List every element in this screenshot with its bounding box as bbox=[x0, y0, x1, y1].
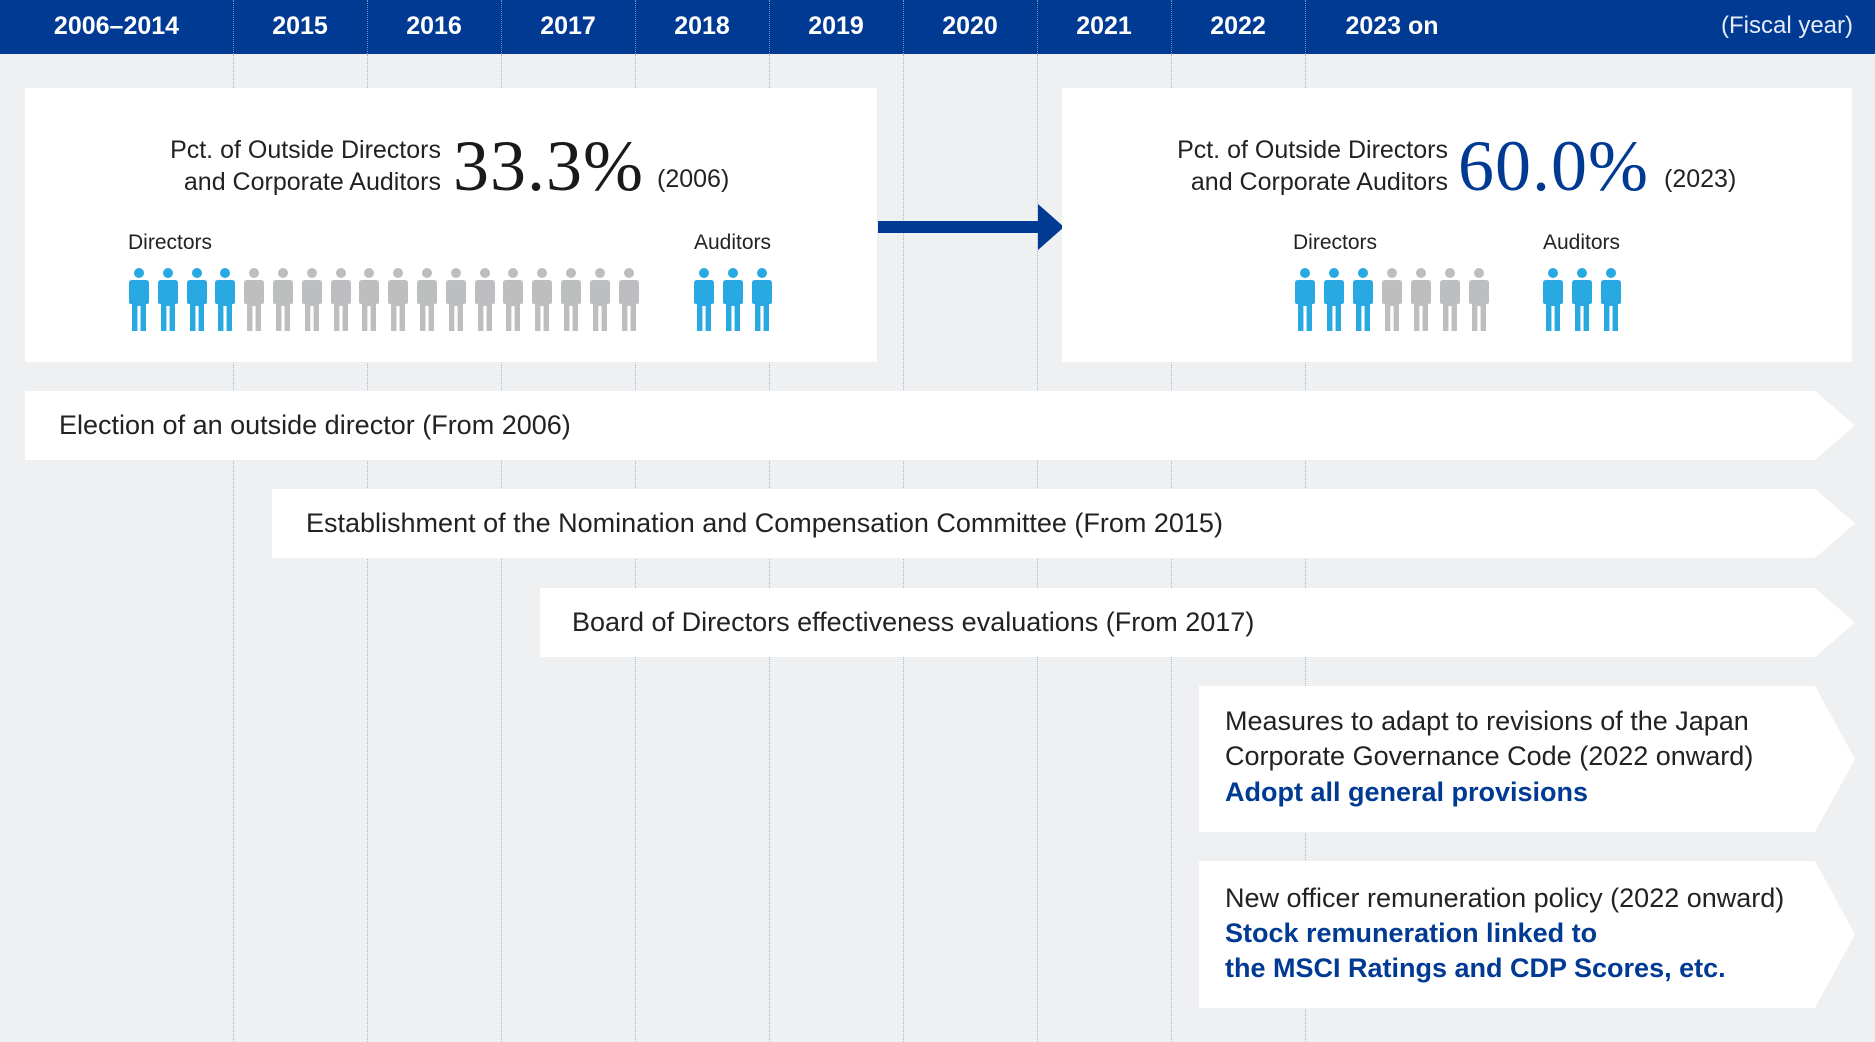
inside-person-icon bbox=[1381, 268, 1403, 337]
inside-person-icon bbox=[502, 268, 524, 337]
inside-person-icon bbox=[272, 268, 294, 337]
year-2017: 2017 bbox=[540, 12, 596, 40]
band-text-line2: Corporate Governance Code (2022 onward) bbox=[1225, 741, 1754, 771]
inside-person-icon bbox=[387, 268, 409, 337]
year-2022: 2022 bbox=[1210, 12, 1266, 40]
year-2006-2014: 2006–2014 bbox=[53, 12, 180, 40]
band-text: Election of an outside director (From 20… bbox=[59, 410, 571, 440]
header-divider bbox=[903, 0, 904, 54]
pct-value-2006: 33.3% bbox=[453, 126, 644, 206]
inside-person-icon bbox=[589, 268, 611, 337]
fiscal-year-unit-label: (Fiscal year) bbox=[1720, 12, 1853, 39]
outside-person-icon bbox=[1542, 268, 1564, 337]
header-divider bbox=[1037, 0, 1038, 54]
directors-label: Directors bbox=[128, 231, 213, 254]
directors-label: Directors bbox=[1293, 231, 1378, 254]
inside-person-icon bbox=[301, 268, 323, 337]
inside-person-icon bbox=[445, 268, 467, 337]
year-2016: 2016 bbox=[406, 12, 462, 40]
band-outside-director-election: Election of an outside director (From 20… bbox=[25, 391, 1855, 460]
inside-person-icon bbox=[531, 268, 553, 337]
outside-ratio-panel-2023: Pct. of Outside Directors and Corporate … bbox=[1062, 88, 1852, 362]
inside-person-icon bbox=[560, 268, 582, 337]
inside-person-icon bbox=[243, 268, 265, 337]
header-divider bbox=[769, 0, 770, 54]
pct-label-line1: Pct. of Outside Directors bbox=[170, 136, 441, 164]
outside-person-icon bbox=[1571, 268, 1593, 337]
auditors-label: Auditors bbox=[1543, 231, 1621, 254]
outside-person-icon bbox=[1294, 268, 1316, 337]
year-2020: 2020 bbox=[942, 12, 998, 40]
outside-person-icon bbox=[1600, 268, 1622, 337]
fiscal-year-header: 2006–2014 2015 2016 2017 2018 2019 2020 … bbox=[0, 0, 1875, 54]
band-text-line1: Measures to adapt to revisions of the Ja… bbox=[1225, 706, 1749, 736]
outside-person-icon bbox=[214, 268, 236, 337]
band-text-line1: New officer remuneration policy (2022 on… bbox=[1225, 883, 1785, 913]
inside-person-icon bbox=[330, 268, 352, 337]
outside-person-icon bbox=[1352, 268, 1374, 337]
pct-value-2023: 60.0% bbox=[1458, 126, 1649, 206]
year-2023-on: 2023 on bbox=[1345, 12, 1439, 40]
band-officer-remuneration-policy: New officer remuneration policy (2022 on… bbox=[1199, 861, 1855, 1008]
outside-person-icon bbox=[128, 268, 150, 337]
header-divider bbox=[635, 0, 636, 54]
outside-person-icon bbox=[722, 268, 744, 337]
inside-person-icon bbox=[474, 268, 496, 337]
inside-person-icon bbox=[1410, 268, 1432, 337]
pct-label-line1: Pct. of Outside Directors bbox=[1177, 136, 1448, 164]
inside-person-icon bbox=[1468, 268, 1490, 337]
pct-year-2023: (2023) bbox=[1664, 165, 1737, 193]
header-divider bbox=[1171, 0, 1172, 54]
year-2021: 2021 bbox=[1076, 12, 1132, 40]
band-board-effectiveness-evaluations: Board of Directors effectiveness evaluat… bbox=[540, 588, 1855, 657]
band-bold-line2: the MSCI Ratings and CDP Scores, etc. bbox=[1225, 953, 1726, 983]
inside-person-icon bbox=[416, 268, 438, 337]
band-nomination-compensation-committee: Establishment of the Nomination and Comp… bbox=[272, 489, 1855, 558]
inside-person-icon bbox=[358, 268, 380, 337]
header-divider bbox=[367, 0, 368, 54]
auditors-label: Auditors bbox=[694, 231, 772, 254]
inside-person-icon bbox=[1439, 268, 1461, 337]
outside-person-icon bbox=[186, 268, 208, 337]
arrow-right-icon bbox=[878, 204, 1064, 250]
year-gridline bbox=[233, 54, 234, 1042]
band-governance-code-measures: Measures to adapt to revisions of the Ja… bbox=[1199, 686, 1855, 832]
band-bold-line1: Adopt all general provisions bbox=[1225, 777, 1589, 807]
band-bold-line1: Stock remuneration linked to bbox=[1225, 918, 1598, 948]
header-divider bbox=[233, 0, 234, 54]
pct-year-2006: (2006) bbox=[657, 165, 730, 193]
outside-person-icon bbox=[1323, 268, 1345, 337]
header-divider bbox=[1305, 0, 1306, 54]
outside-person-icon bbox=[157, 268, 179, 337]
band-text: Board of Directors effectiveness evaluat… bbox=[572, 607, 1255, 637]
header-divider bbox=[501, 0, 502, 54]
year-2015: 2015 bbox=[272, 12, 328, 40]
pct-label-line2: and Corporate Auditors bbox=[183, 168, 441, 196]
pct-label-line2: and Corporate Auditors bbox=[1190, 168, 1448, 196]
band-text: Establishment of the Nomination and Comp… bbox=[306, 508, 1223, 538]
year-2019: 2019 bbox=[808, 12, 864, 40]
outside-person-icon bbox=[693, 268, 715, 337]
inside-person-icon bbox=[618, 268, 640, 337]
outside-ratio-panel-2006: Pct. of Outside Directors and Corporate … bbox=[25, 88, 877, 362]
year-2018: 2018 bbox=[674, 12, 730, 40]
outside-person-icon bbox=[751, 268, 773, 337]
